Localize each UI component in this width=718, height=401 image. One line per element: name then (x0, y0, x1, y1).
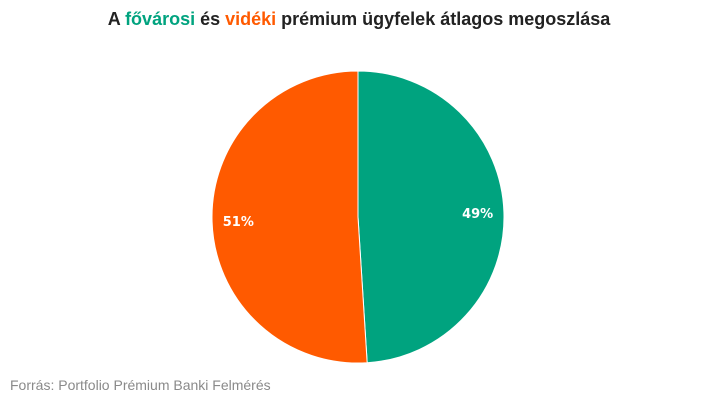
source-note: Forrás: Portfolio Prémium Banki Felmérés (10, 377, 271, 393)
title-highlight-fovarosi: fővárosi (125, 9, 196, 29)
pie-slice-fovarosi (357, 70, 505, 364)
title-suffix: prémium ügyfelek átlagos megoszlása (276, 9, 611, 29)
title-highlight-videki: vidéki (225, 9, 277, 29)
pie-slice-videki (211, 70, 368, 364)
title-mid: és (195, 9, 226, 29)
slice-label-fovarosi: 49% (462, 207, 493, 222)
title-prefix: A (107, 9, 126, 29)
slice-label-videki: 51% (223, 215, 254, 230)
chart-title: A fővárosi és vidéki prémium ügyfelek át… (0, 9, 718, 30)
